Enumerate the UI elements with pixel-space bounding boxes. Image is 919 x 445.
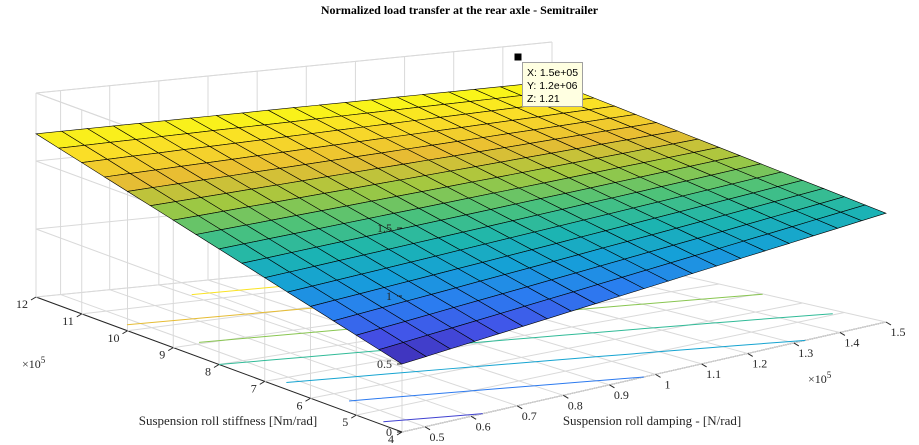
x-tick-label: 1.4 [844, 336, 859, 350]
contour-line [218, 313, 833, 365]
floor-grid-line [310, 302, 803, 399]
y-tick-label: 8 [205, 365, 211, 379]
y-tick-label: 10 [108, 331, 120, 345]
y-tick-label: 6 [297, 398, 303, 412]
y-tick-label: 9 [159, 348, 165, 362]
surface-patch[interactable] [839, 204, 887, 222]
y-tick-mark [259, 380, 266, 385]
y-tick-mark [305, 397, 311, 402]
x-tick-mark [470, 415, 477, 420]
data-tip-box [522, 62, 583, 107]
x-tick-label: 0.5 [430, 430, 445, 444]
x-tick-label: 1.3 [798, 346, 813, 360]
data-tip[interactable]: X: 1.5e+05 Y: 1.2e+06 Z: 1.21 [514, 53, 583, 107]
data-tip-z: Z: 1.21 [527, 93, 560, 105]
y-tick-mark [350, 414, 357, 419]
y-axis-label: Suspension roll stiffness [Nm/rad] [139, 413, 318, 428]
y-multiplier-exp: 5 [41, 355, 46, 365]
x-tick-mark [424, 426, 431, 431]
y-multiplier-base: ×10 [22, 357, 41, 371]
x-tick-label: 0.6 [476, 419, 491, 433]
x-multiplier-exp: 5 [827, 370, 832, 380]
y-tick-label: 7 [251, 381, 257, 395]
x-tick-label: 0.8 [568, 398, 583, 412]
x-tick-mark [516, 405, 523, 410]
y-tick-mark [76, 313, 83, 318]
x-multiplier-base: ×10 [808, 372, 827, 386]
x-tick-label: 1.5 [891, 325, 906, 339]
y-tick-mark [213, 364, 220, 368]
y-tick-mark [167, 347, 174, 352]
x-tick-mark [563, 394, 569, 399]
y-axis-multiplier: ×105 [22, 355, 46, 371]
z-tick-label: 1.5 [377, 221, 392, 235]
x-tick-mark [793, 342, 800, 347]
x-axis-multiplier: ×105 [808, 370, 832, 386]
x-tick-mark [885, 321, 892, 326]
x-tick-mark [655, 373, 661, 378]
tick-labels: 0 0.5 1 1.5 0.5 0.6 0.7 0.8 0.9 1 1.1 1.2 1.3 1.4 1.5 4… [16, 221, 906, 445]
floor-grid-line [264, 293, 761, 382]
chart-title: Normalized load transfer at the rear axl… [321, 3, 599, 17]
x-tick-mark [839, 332, 846, 336]
y-tick-mark [30, 296, 37, 301]
data-tip-y: Y: 1.2e+06 [527, 80, 578, 92]
y-tick-label: 12 [16, 297, 28, 311]
y-tick-mark [122, 330, 128, 335]
z-tick-label: 0.5 [377, 357, 392, 371]
x-tick-mark [747, 352, 753, 357]
contour-line [349, 376, 645, 402]
z-tick-label: 1 [386, 289, 392, 303]
x-tick-label: 0.9 [614, 388, 629, 402]
x-tick-mark [701, 363, 707, 368]
contour-line [383, 413, 483, 423]
contour-line [286, 339, 806, 383]
y-tick-label: 11 [62, 314, 74, 328]
y-tick-mark [396, 431, 403, 436]
x-tick-label: 1.1 [706, 367, 721, 381]
y-tick-label: 5 [342, 415, 348, 429]
x-tick-mark [609, 384, 615, 389]
data-tip-marker[interactable] [514, 53, 522, 61]
x-tick-label: 1 [665, 377, 671, 391]
x-axis-label: Suspension roll damping - [N/rad] [563, 413, 741, 428]
x-tick-label: 1.2 [752, 356, 767, 370]
y-tick-label: 4 [388, 432, 394, 445]
x-tick-label: 0.7 [522, 409, 537, 423]
data-tip-x: X: 1.5e+05 [527, 67, 578, 79]
floor-grid-line [356, 312, 845, 416]
axes-edge [35, 41, 553, 94]
z-tick-label: 0 [386, 425, 392, 439]
